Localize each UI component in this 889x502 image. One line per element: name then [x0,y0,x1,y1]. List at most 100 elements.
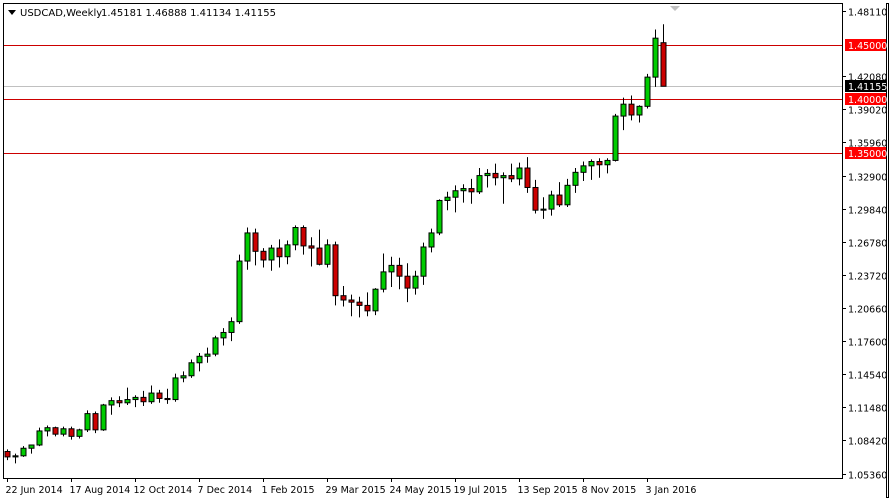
candle-body-bear [332,244,339,297]
candle [228,317,235,342]
candle [28,444,35,454]
y-tick-label: 1.42080 [848,73,887,84]
current-price-label: 1.41155 [848,82,887,93]
candle-body-bear [596,161,603,166]
candle-body-bear [556,194,563,206]
candle-body-bear [628,103,635,116]
candle [140,390,147,407]
candle [52,426,59,437]
candle [412,270,419,295]
candle [620,97,627,131]
candle-body-bull [636,105,643,116]
candle-body-bull [28,444,35,449]
candle [532,179,539,214]
candle [604,158,611,174]
candle-body-bull [124,399,131,404]
x-tick-label: 19 Jul 2015 [454,485,508,496]
candle [476,168,483,194]
candle-body-bull [580,165,587,173]
candle [20,446,27,457]
dropdown-triangle-icon[interactable] [8,10,16,15]
candle-body-bear [164,397,171,401]
candle [212,335,219,357]
candles-layer [4,24,667,464]
candle [484,169,491,188]
candle-body-bear [532,186,539,211]
candle [468,178,475,204]
candle-body-bull [548,194,555,210]
chart-frame [3,3,843,479]
candle-body-bull [284,244,291,258]
candle-body-bull [20,447,27,457]
candle-body-bull [380,271,387,290]
candle-body-bull [436,199,443,234]
candle [196,353,203,372]
candle-body-bull [484,172,491,177]
y-tick-label: 1.29840 [848,206,887,217]
candle [396,257,403,290]
candle [244,227,251,270]
level-price-label: 1.35000 [848,149,887,160]
candle [284,240,291,265]
candle-body-bear [364,304,371,312]
candle [628,95,635,121]
candle-body-bull [476,175,483,193]
candle-body-bull [204,353,211,357]
candle-body-bear [252,232,259,252]
y-tick-label: 1.26780 [848,239,887,250]
y-axis: 1.48110 1.42080 1.39020 1.35960 1.32900 1.298… [842,8,887,482]
candle [268,244,275,271]
candle-body-bull [180,375,187,379]
y-tick-label: 1.23720 [848,272,887,283]
candle-body-bull [268,247,275,261]
symbol-timeframe-label: USDCAD,Weekly [20,8,102,19]
y-tick-label: 1.11480 [848,404,887,415]
candle-body-bull [188,362,195,377]
candle-body-bear [348,299,355,303]
candle [364,292,371,317]
candle [564,178,571,207]
candle [516,162,523,186]
current-price-label-bg [845,80,886,92]
candle-body-bull [196,355,203,364]
candle-body-bull [500,175,507,179]
shift-marker-icon[interactable] [670,6,680,11]
candle-body-bear [276,247,283,258]
candle [596,158,603,178]
ohlc-values-label: 1.45181 1.46888 1.41134 1.41155 [101,8,276,19]
candle [612,113,619,162]
candle-body-bull [652,37,659,78]
candle [300,225,307,255]
candle [156,389,163,403]
candle [548,190,555,216]
x-tick-label: 22 Jun 2014 [6,485,63,496]
candle [276,239,283,268]
candle-body-bear [52,427,59,435]
candle-body-bear [140,396,147,403]
candle [372,288,379,316]
candle-body-bear [508,175,515,180]
candle [436,199,443,236]
candle-body-bear [92,413,99,431]
candle [556,182,563,207]
candle-body-bull [220,331,227,339]
candle [164,388,171,404]
candle-body-bull [564,184,571,206]
candle-body-bull [100,404,107,431]
candle [492,163,499,186]
candle-body-bear [396,264,403,277]
candle [252,228,259,266]
candle-body-bull [292,227,299,246]
candle [180,371,187,383]
candle-body-bull [428,232,435,248]
candle-body-bull [76,429,83,437]
candle-body-bear [468,188,475,193]
y-tick-label: 1.08420 [848,437,887,448]
level-price-label: 1.40000 [848,95,887,106]
candle-body-bull [540,208,547,211]
candle-body-bull [36,430,43,446]
candle [500,172,507,204]
candle-body-bull [588,161,595,167]
candle [12,453,19,464]
